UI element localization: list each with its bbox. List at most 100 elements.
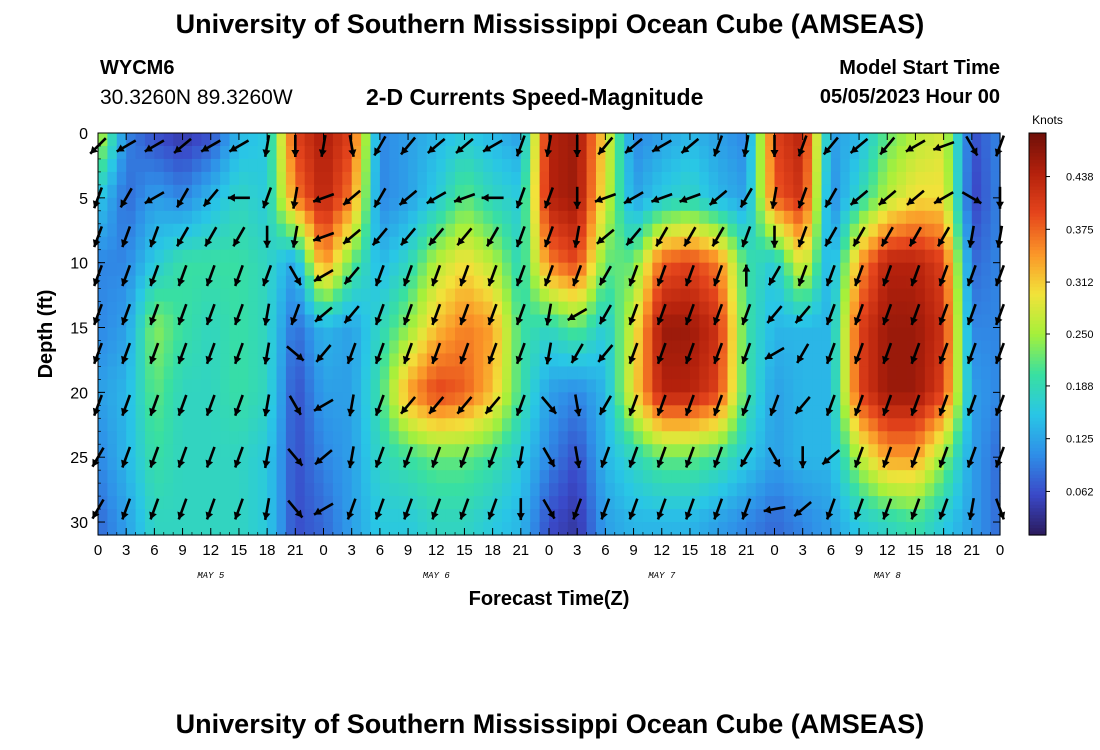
heatmap-cell [661,314,672,329]
heatmap-cell [746,366,757,380]
current-arrow [853,498,865,520]
current-arrow [542,498,556,520]
heatmap-cell [116,314,127,329]
heatmap-cell [671,457,682,471]
heatmap-cell [520,158,531,173]
heatmap-cell [154,288,165,303]
arrow-head [487,459,495,468]
heatmap-cell [332,522,343,536]
heatmap-cell [558,184,569,199]
heatmap-cell [765,184,776,199]
arrow-head [515,148,524,157]
heatmap-cell [379,457,390,471]
heatmap-cell [736,392,747,406]
heatmap-cell [379,197,390,212]
heatmap-cell [483,158,494,173]
colorbar-segment [1029,226,1046,231]
heatmap-cell [549,379,559,393]
heatmap-cell [323,275,334,290]
heatmap-cell [793,444,804,458]
heatmap-cell [868,418,879,432]
heatmap-cell [633,457,644,471]
heatmap-cell [971,379,982,393]
heatmap-cell [436,431,447,445]
heatmap-cell [530,236,541,251]
heatmap-cell [276,197,287,212]
heatmap-cell [605,236,616,251]
heatmap-cell [539,314,550,329]
colorbar-segment [1029,370,1046,375]
heatmap-cell [736,522,747,536]
heatmap-cell [558,340,569,355]
colorbar-segment [1029,183,1046,188]
heatmap-cell [877,184,888,199]
heatmap-cell [567,223,578,238]
heatmap-cell [624,470,635,484]
heatmap-cell [116,301,127,316]
arrow-head [767,315,775,323]
arrow-head [880,146,888,155]
heatmap-cell [417,496,428,510]
heatmap-cell [689,184,700,199]
heatmap-cell [830,327,841,342]
heatmap-cell [126,418,137,432]
heatmap-cell [821,223,832,238]
heatmap-cell [549,249,559,264]
heatmap-cell [746,301,757,316]
heatmap-cell [689,145,700,160]
heatmap-cell [699,145,710,160]
heatmap-cell [370,379,381,393]
heatmap-cell [971,327,982,342]
heatmap-cell [210,405,221,419]
heatmap-cell [586,158,597,173]
heatmap-cell [849,496,860,510]
heatmap-cell [793,197,804,212]
heatmap-cell [718,418,729,432]
arrow-head [315,456,323,465]
heatmap-cell [887,470,898,484]
current-arrow [600,498,611,520]
heatmap-cell [877,327,888,342]
heatmap-cell [144,288,155,303]
current-arrow [540,396,558,415]
heatmap-cell [718,457,729,471]
heatmap-cell [549,171,559,186]
heatmap-cell [520,379,531,393]
current-arrow [938,446,949,468]
current-arrow [431,264,442,287]
heatmap-cell [163,133,174,147]
heatmap-cell [783,444,794,458]
heatmap-cell [379,145,390,160]
heatmap-cell [276,236,287,251]
arrow-head [797,200,806,209]
arrow-head [144,144,153,152]
heatmap-cell [708,249,719,264]
heatmap-cell [107,379,118,393]
heatmap-cell [389,249,400,264]
heatmap-cell [840,275,851,290]
current-arrow [428,396,445,415]
colorbar-segment [1029,387,1046,392]
heatmap-cell [793,210,804,225]
colorbar-segment [1029,474,1046,479]
heatmap-cell [906,249,917,264]
heatmap-cell [445,457,456,471]
heatmap-cell [173,366,184,380]
heatmap-cell [699,496,710,510]
heatmap-cell [661,431,672,445]
heatmap-cell [285,184,296,199]
heatmap-cell [116,379,127,393]
heatmap-cell [455,366,466,380]
heatmap-cell [746,133,757,147]
heatmap-cell [896,483,907,497]
heatmap-cell [727,483,738,497]
heatmap-cell [154,314,165,329]
heatmap-cell [379,444,390,458]
heatmap-cell [699,327,710,342]
heatmap-cell [520,223,531,238]
heatmap-cell [135,366,146,380]
heatmap-cell [116,158,127,173]
arrow-head [850,145,859,153]
heatmap-cell [821,444,832,458]
arrow-head [233,511,242,520]
